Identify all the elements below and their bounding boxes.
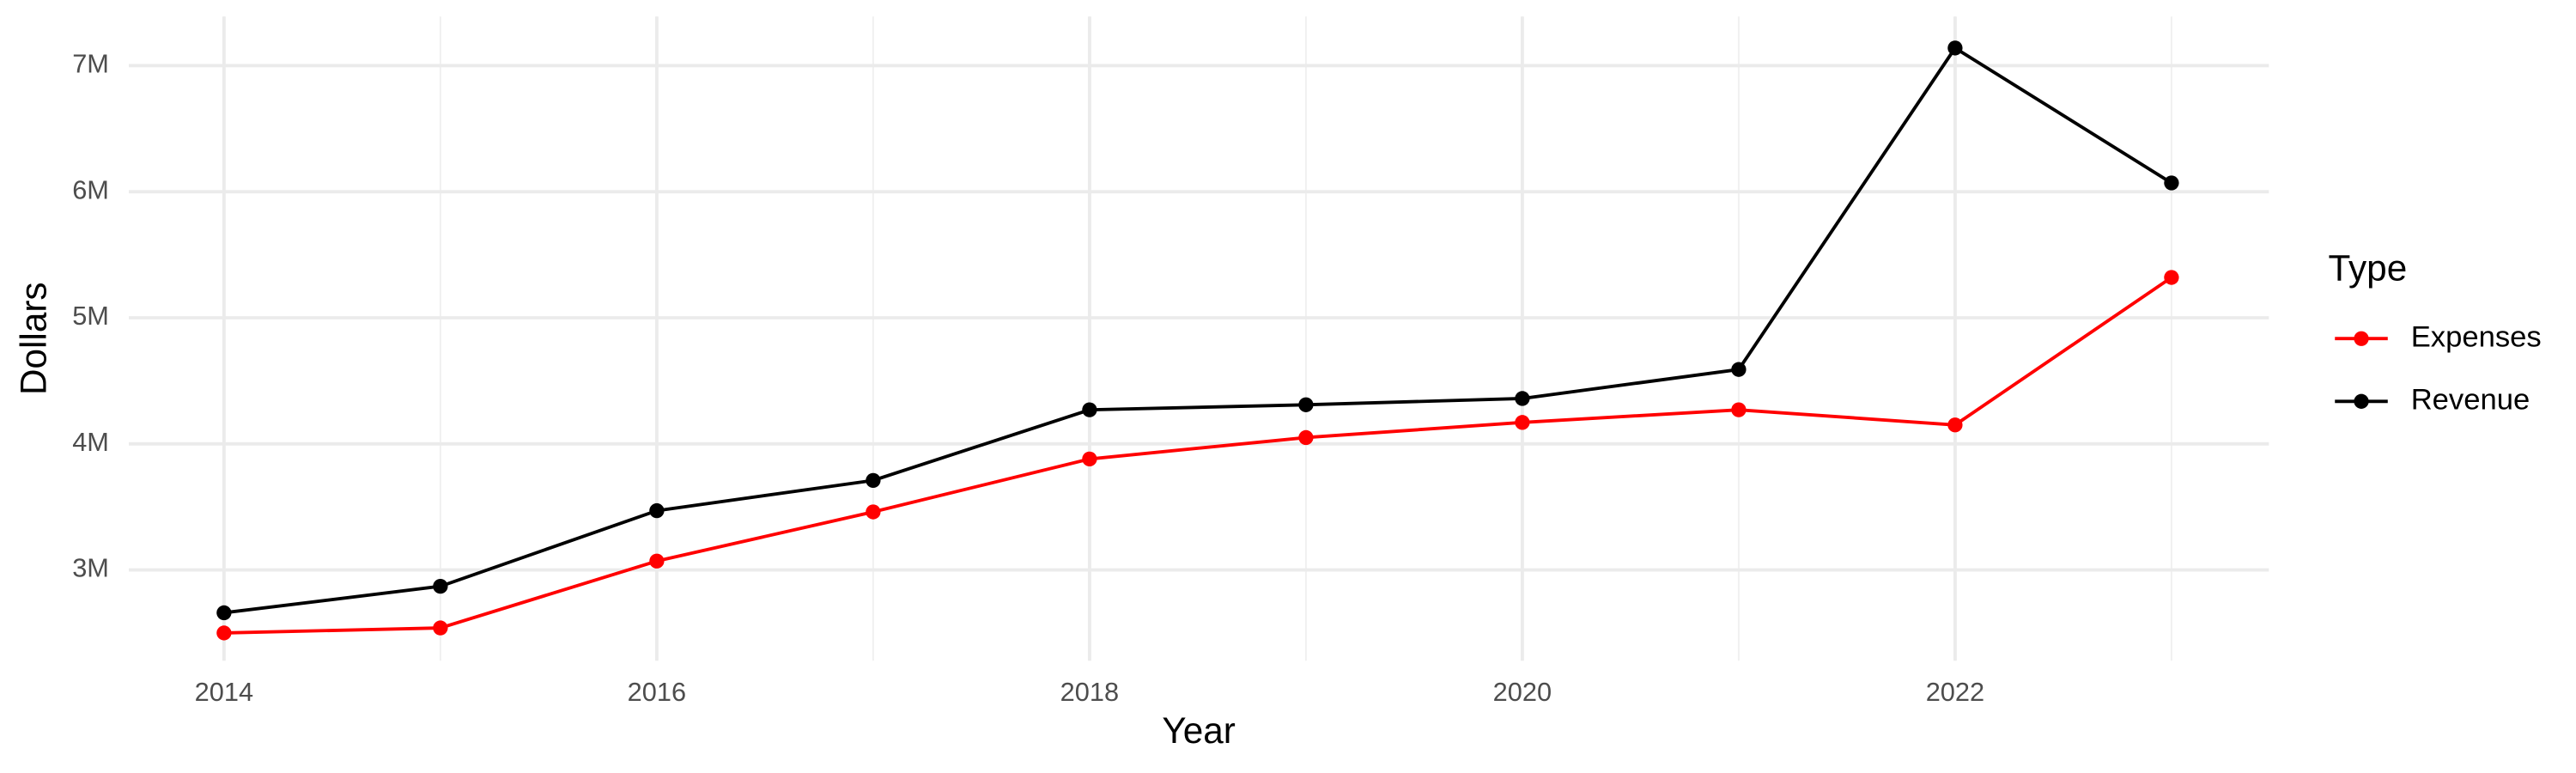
data-point [649, 502, 665, 519]
data-point [866, 472, 881, 489]
data-point [216, 625, 232, 641]
y-tick-label: 7M [72, 49, 109, 79]
data-point [2164, 175, 2179, 191]
legend-title: Type [2329, 248, 2408, 289]
data-point [2164, 270, 2179, 285]
data-point [649, 553, 665, 569]
legend-label: Expenses [2411, 320, 2542, 353]
x-tick-label: 2014 [195, 677, 253, 707]
x-tick-label: 2016 [628, 677, 686, 707]
y-tick-label: 5M [72, 301, 109, 331]
data-point [1082, 451, 1097, 467]
data-point [866, 504, 881, 520]
x-tick-label: 2022 [1926, 677, 1984, 707]
y-tick-label: 6M [72, 174, 109, 204]
data-point [1298, 429, 1314, 446]
data-point [433, 620, 448, 636]
data-point [1731, 402, 1747, 417]
data-point [216, 605, 232, 621]
data-point [1947, 417, 1963, 433]
data-point [1298, 397, 1314, 412]
y-axis-title: Dollars [13, 282, 53, 395]
legend-key-point [2354, 393, 2369, 409]
data-point [433, 578, 448, 594]
x-axis-title: Year [1162, 710, 1235, 751]
x-tick-label: 2018 [1060, 677, 1119, 707]
data-point [1082, 402, 1097, 417]
data-point [1515, 415, 1530, 430]
data-point [1515, 391, 1530, 406]
legend-label: Revenue [2411, 383, 2530, 416]
data-point [1731, 362, 1747, 377]
legend-key-point [2354, 331, 2369, 346]
data-point [1947, 40, 1963, 56]
series-line [223, 46, 2172, 615]
y-tick-label: 3M [72, 553, 109, 583]
x-tick-label: 2020 [1493, 677, 1552, 707]
series-line [223, 276, 2172, 635]
y-tick-label: 4M [72, 427, 109, 457]
